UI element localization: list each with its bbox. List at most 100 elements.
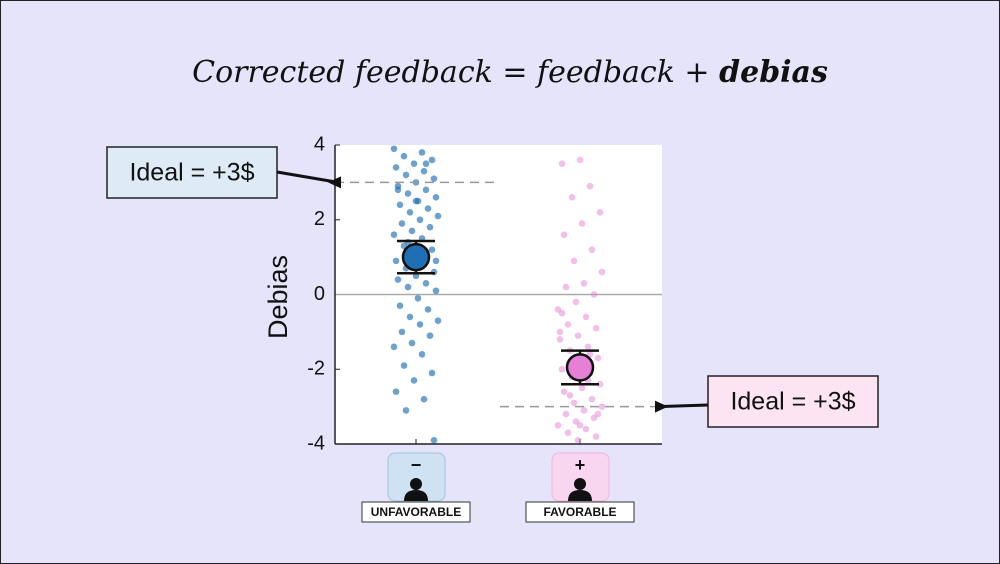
data-point <box>556 328 564 336</box>
data-point <box>400 152 408 160</box>
data-point <box>416 321 424 328</box>
data-point <box>586 182 594 190</box>
data-point <box>424 205 432 212</box>
data-point <box>592 324 600 332</box>
data-point <box>410 377 418 384</box>
data-point <box>562 283 570 291</box>
data-point <box>578 220 586 227</box>
data-point <box>570 399 578 407</box>
data-point <box>558 365 566 373</box>
data-point <box>560 388 568 395</box>
data-point <box>428 156 436 164</box>
person-head <box>410 478 422 490</box>
data-point <box>576 156 584 164</box>
arrow-head <box>328 176 341 189</box>
data-point <box>564 321 572 328</box>
data-point <box>556 336 564 343</box>
data-point <box>596 208 604 216</box>
y-tick-label: -4 <box>307 432 325 454</box>
data-point <box>554 422 562 429</box>
data-point <box>414 294 422 302</box>
data-point <box>430 436 438 444</box>
category-label: UNFAVORABLE <box>371 505 461 519</box>
data-point <box>564 429 572 437</box>
data-point <box>426 332 434 339</box>
y-axis-label: Debias <box>263 255 293 339</box>
data-point <box>398 328 406 336</box>
mean-marker <box>401 242 431 272</box>
data-point <box>416 216 424 224</box>
arrow-head <box>655 400 668 413</box>
data-point <box>560 231 568 238</box>
y-tick-label: 0 <box>314 283 325 305</box>
data-point <box>582 425 590 433</box>
annotation-arrow <box>276 170 339 184</box>
title-text: Corrected feedback = feedback + <box>192 55 709 90</box>
person-body <box>568 490 592 501</box>
data-point <box>578 384 586 392</box>
data-point <box>588 395 596 403</box>
data-point <box>432 257 440 265</box>
data-point <box>598 268 606 276</box>
plot: -4 -2 0 2 4 − UNFAVORABLE + FAVORABLE Ideal = +3$… <box>106 133 879 523</box>
data-point <box>582 313 590 321</box>
annotation-box <box>707 375 879 428</box>
data-point <box>594 410 602 418</box>
data-point <box>412 197 420 205</box>
data-point <box>570 257 578 265</box>
data-point <box>418 149 426 156</box>
data-point <box>558 160 566 167</box>
data-point <box>390 145 398 153</box>
data-point <box>404 190 412 197</box>
data-point <box>398 220 406 227</box>
data-point <box>428 369 436 377</box>
data-point <box>390 231 398 238</box>
y-tick-label: 4 <box>314 133 325 155</box>
data-point <box>430 175 438 182</box>
data-point <box>418 351 426 358</box>
data-point <box>428 246 436 253</box>
data-point <box>392 257 400 265</box>
data-point <box>574 436 582 444</box>
mean-marker <box>565 353 595 382</box>
data-point <box>566 392 574 399</box>
data-point <box>392 388 400 395</box>
data-point <box>396 201 404 209</box>
data-point <box>402 407 410 414</box>
annotation-text: Ideal = +3$ <box>129 159 254 187</box>
data-point <box>592 433 600 440</box>
data-point <box>402 171 410 179</box>
data-point <box>580 279 588 287</box>
data-point <box>408 339 416 347</box>
title: Corrected feedback = feedback + debias <box>192 55 828 90</box>
data-point <box>422 160 430 167</box>
y-tick-label: -2 <box>307 358 325 380</box>
data-point <box>590 291 598 298</box>
person-body <box>404 490 428 501</box>
data-point <box>568 194 576 201</box>
data-point <box>408 227 416 235</box>
data-point <box>574 332 582 339</box>
y-tick-label: 2 <box>314 208 325 230</box>
data-point <box>394 276 402 283</box>
category-label-box <box>525 501 635 523</box>
category-label: FAVORABLE <box>543 505 616 519</box>
data-point <box>422 279 430 287</box>
data-point <box>596 380 604 388</box>
data-point <box>432 287 440 295</box>
category-sign: + <box>575 455 586 475</box>
data-point <box>572 298 580 306</box>
data-point <box>406 313 414 321</box>
data-point <box>584 343 592 351</box>
data-point <box>420 167 428 175</box>
data-point <box>406 208 414 216</box>
data-point <box>562 410 570 418</box>
data-point <box>576 422 584 429</box>
data-point <box>588 246 596 253</box>
category-sign: − <box>411 455 422 475</box>
category-label-box <box>361 501 471 523</box>
data-point <box>434 317 442 324</box>
person-head <box>574 478 586 490</box>
data-point <box>432 194 440 201</box>
